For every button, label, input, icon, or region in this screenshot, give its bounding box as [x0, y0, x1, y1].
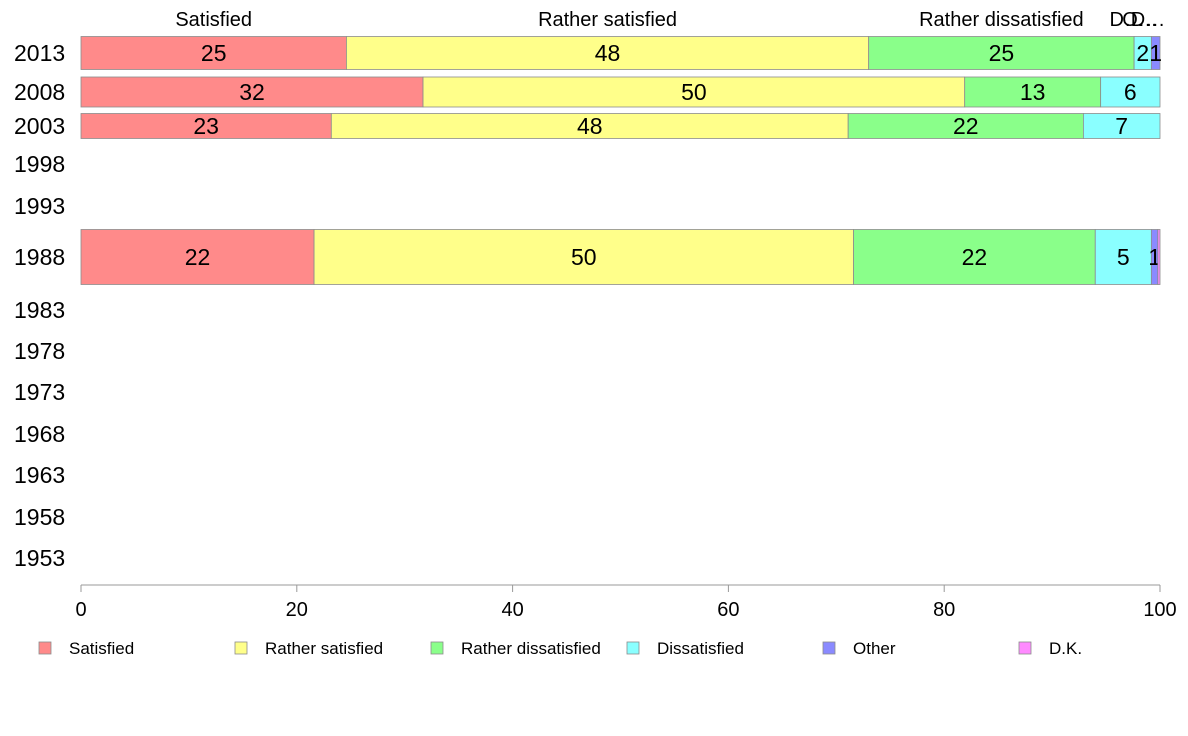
- y-tick-label-1968: 1968: [14, 421, 65, 447]
- y-tick-label-2013: 2013: [14, 40, 65, 66]
- top-label-rather-satisfied: Rather satisfied: [538, 9, 677, 31]
- legend-label-other: Other: [853, 639, 896, 658]
- x-tick-label-0: 0: [75, 599, 86, 621]
- legend-swatch-other: [822, 641, 836, 655]
- x-tick-label-60: 60: [717, 599, 739, 621]
- bar-1988-rather-dissatisfied: [853, 229, 1096, 285]
- bar-1988-dissatisfied: [1094, 229, 1152, 285]
- x-tick-label-80: 80: [933, 599, 955, 621]
- data-label-2013-rather-dissatisfied: 25: [989, 40, 1015, 66]
- legend-label-rather-satisfied: Rather satisfied: [265, 639, 383, 658]
- legend-label-satisfied: Satisfied: [69, 639, 134, 658]
- top-label-rather-dissatisfied: Rather dissatisfied: [919, 9, 1084, 31]
- y-tick-label-1958: 1958: [14, 504, 65, 530]
- top-label-other: O…: [1122, 9, 1158, 31]
- bar-2003-satisfied: [80, 113, 332, 139]
- data-label-2003-rather-satisfied: 48: [577, 113, 603, 139]
- data-label-2008-rather-dissatisfied: 13: [1020, 79, 1046, 105]
- y-tick-label-1973: 1973: [14, 379, 65, 405]
- data-label-2013-rather-satisfied: 48: [595, 40, 621, 66]
- x-axis: 0 20 40 60 80 100: [75, 584, 1177, 621]
- bar-2008-rather-dissatisfied: [964, 76, 1102, 108]
- x-tick-label-20: 20: [286, 599, 308, 621]
- y-tick-label-1953: 1953: [14, 545, 65, 571]
- bar-1988-satisfied: [80, 229, 315, 285]
- bars: 25 48 25 2 132 50 13 623 48 22 722 50 22 5 1: [80, 36, 1162, 285]
- bar-1988-rather-satisfied: [313, 229, 854, 285]
- data-label-2013-satisfied: 25: [201, 40, 227, 66]
- legend: Satisfied Rather satisfied Rather dissatis…: [38, 639, 1082, 658]
- y-tick-label-1983: 1983: [14, 297, 65, 323]
- top-label-satisfied: Satisfied: [175, 9, 252, 31]
- y-axis: 2013 2008 2003 1998 1993 1988 1983 1978 1973 1968…: [14, 40, 65, 571]
- bar-2003-dissatisfied: [1082, 113, 1161, 139]
- top-labels: Satisfied Rather satisfied Rather dissatis…: [175, 9, 1165, 31]
- data-label-1988-rather-satisfied: 50: [571, 244, 597, 270]
- bar-2013-rather-dissatisfied: [868, 36, 1135, 70]
- legend-swatch-satisfied: [38, 641, 52, 655]
- legend-swatch-rather-satisfied: [234, 641, 248, 655]
- data-label-2013-other: 1: [1149, 40, 1162, 66]
- data-label-2003-satisfied: 23: [193, 113, 219, 139]
- legend-label-rather-dissatisfied: Rather dissatisfied: [461, 639, 601, 658]
- x-tick-label-40: 40: [501, 599, 523, 621]
- y-tick-label-1963: 1963: [14, 462, 65, 488]
- y-tick-label-1978: 1978: [14, 338, 65, 364]
- bar-2003-rather-satisfied: [330, 113, 849, 139]
- data-label-2008-dissatisfied: 6: [1124, 79, 1137, 105]
- legend-label-dissatisfied: Dissatisfied: [657, 639, 744, 658]
- legend-swatch-dissatisfied: [626, 641, 640, 655]
- top-label-dissatisfied: D…: [1110, 9, 1144, 31]
- y-tick-label-1998: 1998: [14, 151, 65, 177]
- legend-swatch-rather-dissatisfied: [430, 641, 444, 655]
- legend-swatch-d-k-: [1018, 641, 1032, 655]
- bar-2013-other: [1150, 36, 1161, 70]
- data-label-1988-dissatisfied: 5: [1117, 244, 1130, 270]
- y-tick-label-1988: 1988: [14, 244, 65, 270]
- top-label-d-k-: D…: [1131, 9, 1165, 31]
- data-label-1988-rather-dissatisfied: 22: [962, 244, 988, 270]
- data-label-2013-dissatisfied: 2: [1136, 40, 1149, 66]
- data-label-2003-dissatisfied: 7: [1115, 113, 1128, 139]
- data-label-1988-satisfied: 22: [185, 244, 211, 270]
- y-tick-label-1993: 1993: [14, 193, 65, 219]
- data-label-2003-rather-dissatisfied: 22: [953, 113, 979, 139]
- legend-label-d-k-: D.K.: [1049, 639, 1082, 658]
- data-label-2008-satisfied: 32: [239, 79, 265, 105]
- bar-1988-d-k-: [1157, 229, 1161, 285]
- x-tick-label-100: 100: [1143, 599, 1176, 621]
- data-label-2008-rather-satisfied: 50: [681, 79, 707, 105]
- bar-2013-satisfied: [80, 36, 347, 70]
- y-tick-label-2008: 2008: [14, 79, 65, 105]
- y-tick-label-2003: 2003: [14, 113, 65, 139]
- bar-2008-dissatisfied: [1100, 76, 1161, 108]
